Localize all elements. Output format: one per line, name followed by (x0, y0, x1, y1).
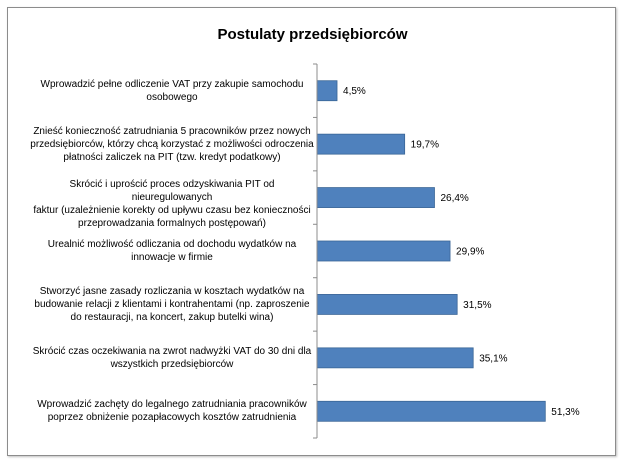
category-label-line: do restauracji, na koncert, zakup butelk… (70, 311, 274, 323)
category-label: Urealnić możliwość odliczania od dochodu… (28, 238, 316, 264)
category-label: Stworzyć jasne zasady rozliczania w kosz… (28, 285, 316, 324)
category-label-line: przedsiębiorców, którzy chcą korzystać z… (30, 138, 314, 150)
data-label: 51,3% (551, 407, 579, 418)
category-label-line: wszystkich przedsiębiorców (110, 358, 234, 370)
chart-frame (7, 7, 616, 456)
category-label-line: budowanie relacji z klientami i kontrahe… (34, 298, 310, 310)
bar (316, 400, 546, 422)
category-label-line: płatności zaliczek na PIT (tzw. kredyt p… (63, 151, 281, 163)
axis-ticks (313, 63, 317, 439)
category-label-line: Urealnić możliwość odliczania od dochodu… (47, 239, 297, 250)
category-label-line: Skrócić i uprościć proces odzyskiwania P… (69, 179, 275, 204)
bar (316, 294, 458, 315)
category-label-line: Stworzyć jasne zasady rozliczania w kosz… (39, 285, 305, 297)
category-label-line: Wprowadzić zachęty do legalnego zatrudni… (37, 399, 307, 411)
bar (316, 187, 435, 208)
category-label-line: Skrócić czas oczekiwania na zwrot nadwyż… (32, 345, 312, 357)
bar (316, 347, 474, 369)
bar (316, 80, 338, 102)
category-label-line: przeprowadzania formalnych postępowań) (78, 218, 266, 230)
data-label: 35,1% (479, 353, 507, 364)
bar (316, 133, 406, 155)
category-label-line: Wprowadzić pełne odliczenie VAT przy zak… (40, 78, 304, 90)
category-label-line: Znieść konieczność zatrudniania 5 pracow… (33, 125, 311, 137)
data-label: 4,5% (343, 86, 366, 97)
category-label: Skrócić czas oczekiwania na zwrot nadwyż… (28, 345, 316, 371)
chart-title: Postulaty przedsiębiorców (217, 26, 408, 43)
data-label: 26,4% (440, 193, 468, 204)
category-label: Znieść konieczność zatrudniania 5 pracow… (28, 125, 316, 164)
bar (316, 240, 451, 262)
category-label-line: innowacje w firmie (131, 252, 213, 263)
bars-group (316, 80, 546, 422)
category-label: Skrócić i uprościć proces odzyskiwania P… (28, 178, 316, 230)
category-label-line: faktur (uzależnienie korekty od upływu c… (33, 205, 311, 217)
category-label: Wprowadzić zachęty do legalnego zatrudni… (28, 398, 316, 424)
category-label-line: poprzez obniżenie pozapłacowych kosztów … (47, 412, 297, 424)
category-label-line: osobowego (146, 91, 198, 103)
category-label: Wprowadzić pełne odliczenie VAT przy zak… (28, 78, 316, 104)
data-label: 29,9% (456, 247, 484, 258)
data-label: 31,5% (463, 300, 491, 311)
data-label: 19,7% (411, 140, 439, 151)
value-labels: 4,5% 19,7% 26,4% 29,9% 31,5% 35,1% 51,3% (343, 86, 580, 418)
